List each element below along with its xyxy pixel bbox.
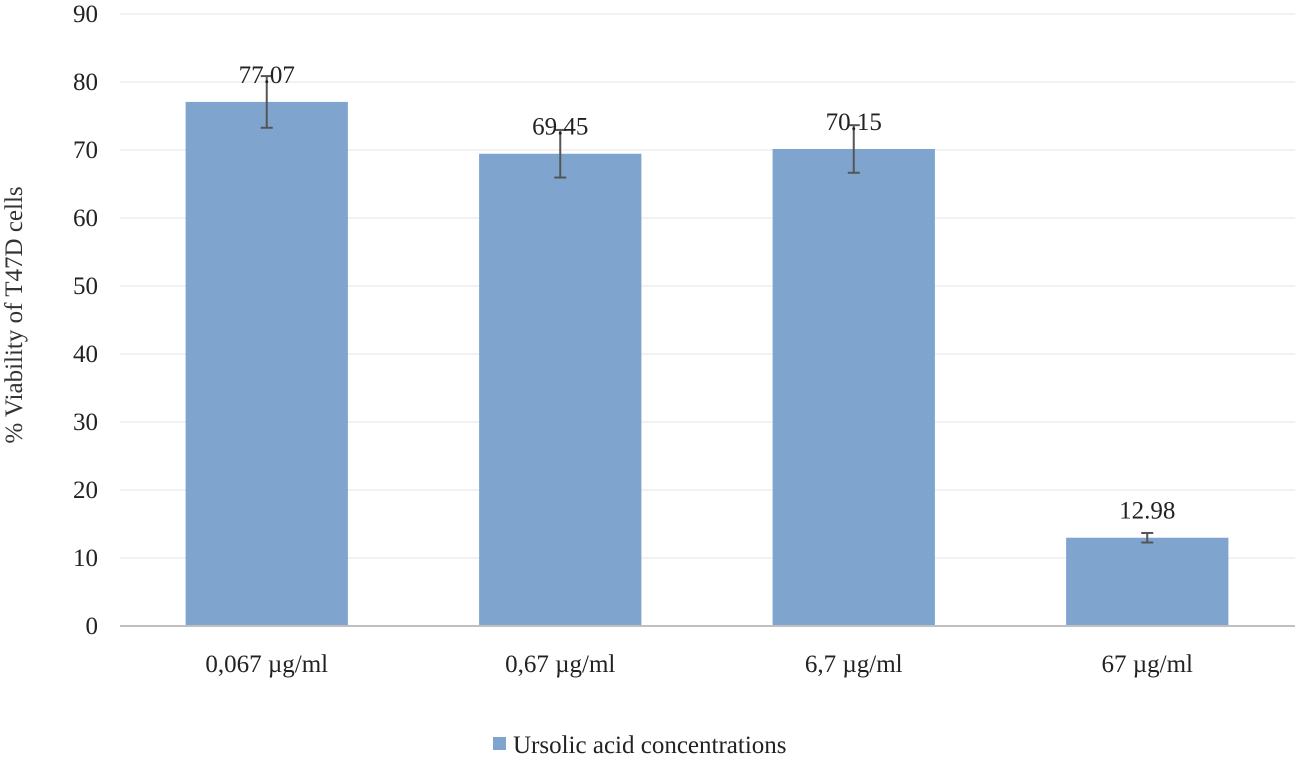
legend-label: Ursolic acid concentrations — [513, 732, 787, 758]
x-tick-label: 6,7 µg/ml — [805, 651, 903, 678]
y-tick-label: 90 — [73, 1, 98, 28]
legend-swatch — [493, 737, 506, 750]
bar — [772, 148, 935, 627]
bar — [1066, 537, 1229, 626]
bars — [185, 101, 1229, 627]
y-tick-label: 20 — [73, 477, 98, 504]
y-tick-label: 70 — [73, 137, 98, 164]
y-axis-ticks: 0 10 20 30 40 50 60 70 80 90 — [73, 1, 98, 640]
y-tick-label: 30 — [73, 409, 98, 436]
error-bars — [260, 75, 1154, 544]
y-tick-label: 10 — [73, 545, 98, 572]
bar — [479, 153, 642, 627]
y-tick-label: 0 — [86, 613, 99, 640]
y-tick-label: 50 — [73, 273, 98, 300]
x-tick-label: 67 µg/ml — [1102, 651, 1194, 678]
data-label: 70.15 — [826, 109, 882, 136]
bar — [185, 101, 348, 626]
x-axis-ticks: 0,067 µg/ml 0,67 µg/ml 6,7 µg/ml 67 µg/ml — [205, 651, 1193, 678]
x-tick-label: 0,67 µg/ml — [505, 651, 615, 678]
data-label: 69.45 — [532, 114, 588, 141]
y-axis-title: % Viability of T47D cells — [1, 186, 28, 443]
legend: Ursolic acid concentrations — [493, 732, 787, 759]
y-tick-label: 80 — [73, 69, 98, 96]
y-tick-label: 40 — [73, 341, 98, 368]
y-tick-label: 60 — [73, 205, 98, 232]
data-labels: 77.07 69.45 70.15 12.98 — [239, 62, 1176, 525]
x-tick-label: 0,067 µg/ml — [205, 651, 328, 678]
data-label: 77.07 — [239, 62, 295, 89]
data-label: 12.98 — [1119, 498, 1175, 525]
